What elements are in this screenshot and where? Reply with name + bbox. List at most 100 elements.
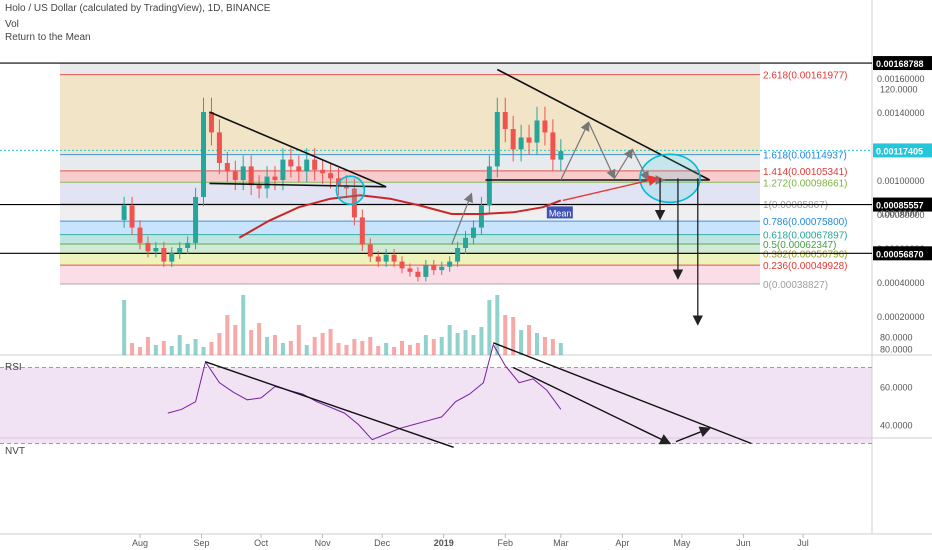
volume-bar xyxy=(400,341,405,355)
volume-bar xyxy=(280,343,285,355)
candle-body xyxy=(478,205,484,228)
price-tick-label: 0.00040000 xyxy=(877,278,925,288)
volume-bar xyxy=(249,330,254,355)
highlight-ellipse xyxy=(639,153,701,204)
volume-bar xyxy=(344,345,349,355)
volume-bar xyxy=(407,345,412,355)
indicator-legend-label: Return to the Mean xyxy=(5,32,91,43)
volume-bar xyxy=(479,327,484,355)
volume-bar xyxy=(431,339,436,355)
mean-label: Mean xyxy=(549,208,572,218)
price-candles xyxy=(121,97,564,282)
price-badge xyxy=(873,56,932,71)
candle-body xyxy=(383,254,389,262)
volume-bar xyxy=(415,343,420,355)
price-tick-label: 0.00140000 xyxy=(877,108,925,118)
volume-bar xyxy=(138,347,142,355)
highlight-ellipse xyxy=(335,175,366,205)
candle-body xyxy=(502,112,508,129)
volume-bar xyxy=(209,342,214,355)
candle-body xyxy=(193,197,199,243)
candle-body xyxy=(264,176,270,189)
fib-band xyxy=(60,63,760,75)
candle-body xyxy=(526,137,532,143)
volume-bar xyxy=(519,330,524,355)
volume-bar xyxy=(535,333,539,355)
rsi-projection-arrow xyxy=(675,426,711,443)
rsi-tick-label: 80.0000 xyxy=(880,345,913,355)
candle-body xyxy=(375,256,381,262)
candle-body xyxy=(280,159,286,180)
time-tick-label: Aug xyxy=(132,538,148,548)
candle-body xyxy=(248,166,254,186)
candle-body xyxy=(431,265,437,271)
fib-level-label: 1.414(0.00105341) xyxy=(763,167,848,178)
fib-level-label: 0.618(0.00067897) xyxy=(763,231,848,242)
candle-body xyxy=(320,169,326,174)
rsi-panel xyxy=(0,342,872,448)
rsi-tick-label: 60.0000 xyxy=(880,383,913,393)
fib-level-label: 0.236(0.00049928) xyxy=(763,261,848,272)
volume-bar xyxy=(368,337,373,355)
volume-bar xyxy=(130,343,135,355)
time-axis: Aug Sep Oct Nov Dec 2019 Feb Mar Apr May Jun Jul xyxy=(132,534,809,548)
projection-arrow xyxy=(588,121,616,180)
fib-level-label: 1.618(0.00114937) xyxy=(763,151,847,162)
volume-bar xyxy=(447,325,452,355)
fib-band xyxy=(60,74,760,155)
candle-body xyxy=(534,120,540,143)
time-tick-label: Jul xyxy=(797,538,809,548)
candle-body xyxy=(272,176,278,180)
trendline-descending xyxy=(496,68,711,181)
volume-bar xyxy=(423,335,428,355)
chart-title: Holo / US Dollar (calculated by TradingV… xyxy=(5,3,271,14)
horizontal-lines xyxy=(0,62,872,254)
rsi-legend-label: RSI xyxy=(5,362,22,373)
rsi-trendline xyxy=(205,361,454,448)
fib-level-label: 1.272(0.00098661) xyxy=(763,178,848,189)
price-badge-label: 0.00117405 xyxy=(876,146,923,156)
fib-band xyxy=(60,170,760,183)
trendline-descending xyxy=(209,111,387,188)
candle-body xyxy=(208,112,214,133)
volume-bar xyxy=(288,341,293,355)
price-badge-label: 0.00168788 xyxy=(876,59,924,69)
price-badge xyxy=(873,143,932,158)
volume-bar xyxy=(487,300,492,355)
mean-line: Mean xyxy=(238,194,573,239)
candle-body xyxy=(399,261,405,269)
candle-body xyxy=(455,248,461,262)
volume-bar xyxy=(161,341,166,355)
volume-bar xyxy=(153,345,158,355)
rsi-line xyxy=(167,343,562,441)
fibonacci-retracement: 2.618(0.00161977) 1.618(0.00114937) 1.414(… xyxy=(60,63,848,291)
fib-level-label: 2.618(0.00161977) xyxy=(763,71,848,82)
drawings xyxy=(209,68,711,326)
fib-band xyxy=(60,221,760,235)
volume-bar xyxy=(328,329,333,355)
volume-bar xyxy=(122,300,127,355)
rsi-projection-arrow xyxy=(512,366,672,445)
volume-bar xyxy=(455,333,460,355)
time-tick-label: Jun xyxy=(736,538,751,548)
volume-bar xyxy=(304,345,309,355)
volume-bar xyxy=(360,341,365,355)
volume-bar xyxy=(193,339,198,355)
volume-bar xyxy=(503,315,508,355)
candle-body xyxy=(177,248,183,254)
fib-band xyxy=(60,204,760,222)
volume-bar xyxy=(233,325,238,355)
volume-bar xyxy=(320,333,325,355)
nvt-tick-label: 120.0000 xyxy=(880,85,918,95)
candle-body xyxy=(359,217,365,245)
price-tick-label: 0.00080000 xyxy=(877,210,925,220)
fib-level-label: 0(0.00038827) xyxy=(763,280,828,291)
candle-body xyxy=(224,163,230,172)
fib-level-label: 0.382(0.00056796) xyxy=(763,249,848,260)
volume-bar xyxy=(201,347,206,355)
volume-bar xyxy=(145,337,150,355)
mean-label-box xyxy=(546,206,573,219)
price-tick-label: 0.00020000 xyxy=(877,312,925,322)
rsi-tick-label: 40.0000 xyxy=(880,421,913,431)
